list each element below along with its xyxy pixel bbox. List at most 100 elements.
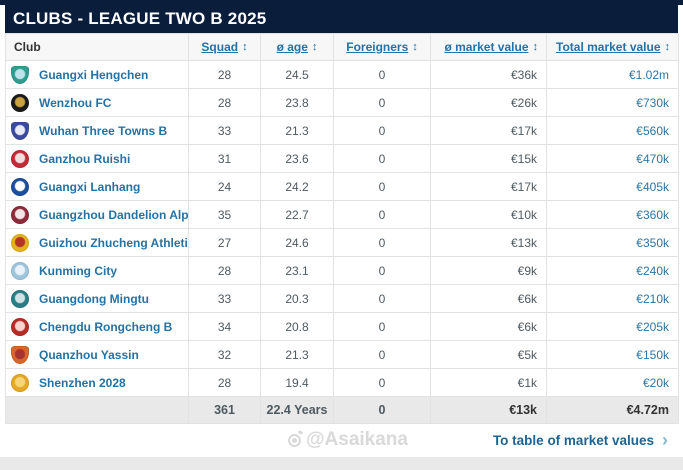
column-header-total-market-value: Total market value ↕	[546, 33, 679, 61]
totals-avg-market-value: €13k	[430, 396, 547, 424]
foreigners-cell: 0	[333, 144, 431, 173]
column-header-club: Club	[5, 33, 189, 61]
avg-age-cell: 24.2	[260, 172, 334, 201]
column-header-total-market-value-label: Total market value	[556, 40, 661, 54]
foreigners-cell: 0	[333, 312, 431, 341]
total-market-value-link[interactable]: €205k	[636, 319, 669, 334]
avg-age-cell: 22.7	[260, 200, 334, 229]
page-title-text: CLUBS - LEAGUE TWO B 2025	[13, 9, 267, 28]
page-background-strip	[0, 457, 683, 470]
avg-age-cell: 21.3	[260, 340, 334, 369]
squad-cell: 32	[188, 340, 261, 369]
sort-icon: ↕	[664, 41, 671, 53]
clubs-table-box: CLUBS - LEAGUE TWO B 2025 Club Squad ↕	[5, 5, 679, 456]
column-header-avg-age-label: ø age	[276, 40, 308, 54]
table-row: Kunming City 28 23.1 0 €9k €240k	[5, 256, 679, 285]
club-cell: Guangdong Mingtu	[5, 284, 189, 313]
club-cell: Ganzhou Ruishi	[5, 144, 189, 173]
table-row: Ganzhou Ruishi 31 23.6 0 €15k €470k	[5, 144, 679, 173]
club-cell: Shenzhen 2028	[5, 368, 189, 397]
sort-icon: ↕	[532, 41, 539, 53]
club-crest-icon	[11, 373, 29, 392]
totals-foreigners: 0	[333, 396, 431, 424]
avg-market-value-cell: €5k	[430, 340, 547, 369]
squad-cell: 28	[188, 88, 261, 117]
sort-foreigners-link[interactable]: Foreigners ↕	[346, 40, 418, 54]
club-name-link[interactable]: Chengdu Rongcheng B	[39, 319, 173, 334]
total-market-value-cell: €360k	[546, 200, 679, 229]
total-market-value-link[interactable]: €20k	[642, 375, 669, 390]
sort-avg-age-link[interactable]: ø age ↕	[277, 40, 318, 54]
club-cell: Guizhou Zhucheng Athletic	[5, 228, 189, 257]
total-market-value-link[interactable]: €360k	[636, 207, 669, 222]
footer-bar: @Asaikana To table of market values ›	[5, 424, 678, 456]
club-name-link[interactable]: Ganzhou Ruishi	[39, 151, 131, 166]
foreigners-cell: 0	[333, 228, 431, 257]
top-navy-strip	[0, 0, 683, 5]
club-crest-icon	[11, 149, 29, 168]
foreigners-cell: 0	[333, 340, 431, 369]
club-name-link[interactable]: Guangxi Hengchen	[39, 67, 149, 82]
total-market-value-cell: €470k	[546, 144, 679, 173]
avg-age-cell: 24.6	[260, 228, 334, 257]
total-market-value-link[interactable]: €560k	[636, 123, 669, 138]
total-market-value-cell: €150k	[546, 340, 679, 369]
total-market-value-cell: €205k	[546, 312, 679, 341]
club-crest-icon	[11, 65, 29, 84]
club-cell: Guangzhou Dandelion Alpha	[5, 200, 189, 229]
total-market-value-link[interactable]: €350k	[636, 235, 669, 250]
page-title: CLUBS - LEAGUE TWO B 2025	[5, 5, 678, 33]
column-header-club-label: Club	[14, 40, 41, 54]
foreigners-cell: 0	[333, 60, 431, 89]
squad-cell: 31	[188, 144, 261, 173]
club-name-link[interactable]: Guangxi Lanhang	[39, 179, 141, 194]
club-name-link[interactable]: Guizhou Zhucheng Athletic	[39, 235, 189, 250]
club-name-link[interactable]: Guangdong Mingtu	[39, 291, 149, 306]
table-row: Quanzhou Yassin 32 21.3 0 €5k €150k	[5, 340, 679, 369]
foreigners-cell: 0	[333, 88, 431, 117]
club-crest-icon	[11, 233, 29, 252]
total-market-value-link[interactable]: €210k	[636, 291, 669, 306]
club-name-link[interactable]: Quanzhou Yassin	[39, 347, 139, 362]
club-crest-icon	[11, 289, 29, 308]
total-market-value-link[interactable]: €470k	[636, 151, 669, 166]
foreigners-cell: 0	[333, 116, 431, 145]
club-crest-icon	[11, 317, 29, 336]
avg-age-cell: 19.4	[260, 368, 334, 397]
squad-cell: 27	[188, 228, 261, 257]
total-market-value-link[interactable]: €405k	[636, 179, 669, 194]
club-cell: Wenzhou FC	[5, 88, 189, 117]
totals-squad: 361	[188, 396, 261, 424]
total-market-value-link[interactable]: €240k	[636, 263, 669, 278]
squad-cell: 28	[188, 368, 261, 397]
foreigners-cell: 0	[333, 256, 431, 285]
totals-total-market-value: €4.72m	[546, 396, 679, 424]
avg-age-cell: 20.8	[260, 312, 334, 341]
total-market-value-link[interactable]: €730k	[636, 95, 669, 110]
club-name-link[interactable]: Shenzhen 2028	[39, 375, 126, 390]
avg-age-cell: 23.6	[260, 144, 334, 173]
club-name-link[interactable]: Wuhan Three Towns B	[39, 123, 168, 138]
total-market-value-link[interactable]: €150k	[636, 347, 669, 362]
total-market-value-link[interactable]: €1.02m	[628, 67, 669, 82]
sort-squad-link[interactable]: Squad ↕	[201, 40, 247, 54]
club-name-link[interactable]: Wenzhou FC	[39, 95, 112, 110]
avg-market-value-cell: €13k	[430, 228, 547, 257]
watermark: @Asaikana	[288, 429, 408, 451]
club-name-link[interactable]: Kunming City	[39, 263, 117, 278]
avg-market-value-cell: €10k	[430, 200, 547, 229]
column-header-foreigners: Foreigners ↕	[333, 33, 431, 61]
foreigners-cell: 0	[333, 284, 431, 313]
avg-market-value-cell: €17k	[430, 172, 547, 201]
sort-avg-market-value-link[interactable]: ø market value ↕	[444, 40, 538, 54]
avg-market-value-cell: €9k	[430, 256, 547, 285]
club-crest-icon	[11, 261, 29, 280]
avg-age-cell: 21.3	[260, 116, 334, 145]
to-market-values-link[interactable]: To table of market values ›	[493, 431, 668, 449]
sort-total-market-value-link[interactable]: Total market value ↕	[556, 40, 670, 54]
club-name-link[interactable]: Guangzhou Dandelion Alpha	[39, 207, 189, 222]
column-header-squad: Squad ↕	[188, 33, 261, 61]
column-header-squad-label: Squad	[201, 40, 239, 54]
to-market-values-label: To table of market values	[492, 432, 654, 448]
totals-avg-age: 22.4 Years	[260, 396, 334, 424]
